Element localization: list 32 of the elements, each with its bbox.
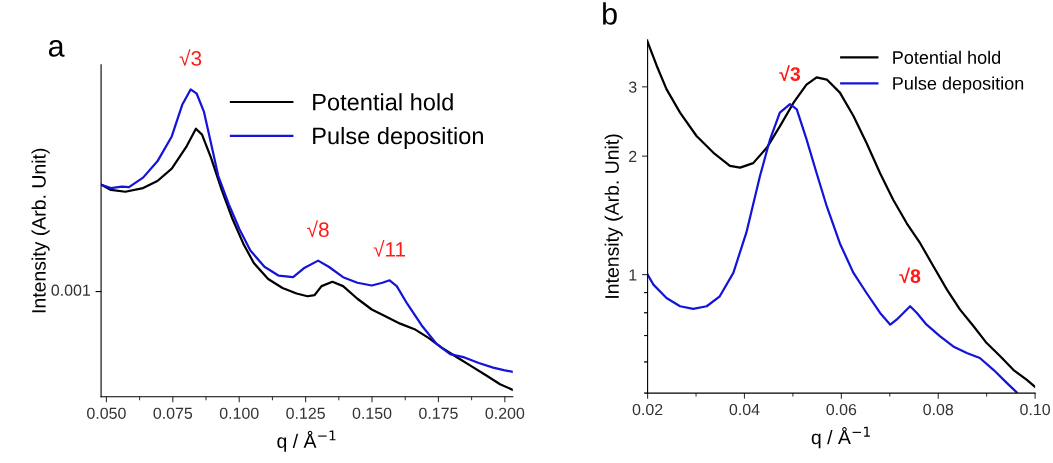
x-tick-label: 0.150 (352, 407, 392, 419)
annotation: √3 (779, 65, 801, 81)
x-tick-label: 0.100 (219, 407, 259, 419)
legend-label: Potential hold (893, 50, 1001, 64)
x-axis-title: q / Å$^{−1}$ (277, 430, 336, 452)
annotation: √8 (899, 267, 921, 284)
x-axis-title: q / Å$^{−1}$ (811, 426, 870, 449)
text: 0.001 (51, 284, 91, 296)
annotation: √8 (307, 220, 329, 238)
x-tick-label: 0.08 (923, 403, 954, 416)
y-tick-label: 1 (629, 269, 637, 281)
x-tick-label: 0.02 (632, 403, 663, 416)
x-tick-label: 0.050 (87, 407, 126, 419)
legend-label: Pulse deposition (313, 126, 483, 149)
annotation: √3 (179, 49, 202, 66)
x-tick-label: 0.200 (485, 407, 525, 419)
y-axis-title: Intensity (Arb. Unit) (604, 134, 623, 298)
x-tick-label: 0.125 (286, 407, 325, 419)
x-tick-label: 0.10 (1020, 403, 1051, 416)
legend-label: Pulse deposition (893, 76, 1024, 94)
chart-title: a (48, 40, 65, 57)
x-tick-label: 0.175 (419, 407, 458, 419)
annotation: √11 (373, 240, 406, 257)
x-tick-label: 0.04 (729, 403, 760, 416)
y-tick-label: 2 (629, 150, 637, 162)
legend-label: Potential hold (313, 93, 453, 111)
line-series (647, 103, 1018, 394)
y-tick-label: 3 (628, 81, 637, 93)
chart-title: b (603, 2, 617, 25)
x-tick-label: 0.06 (826, 403, 857, 416)
y-axis-title: Intensity (Arb. Unit) (31, 148, 50, 313)
x-tick-label: 0.075 (153, 407, 193, 419)
